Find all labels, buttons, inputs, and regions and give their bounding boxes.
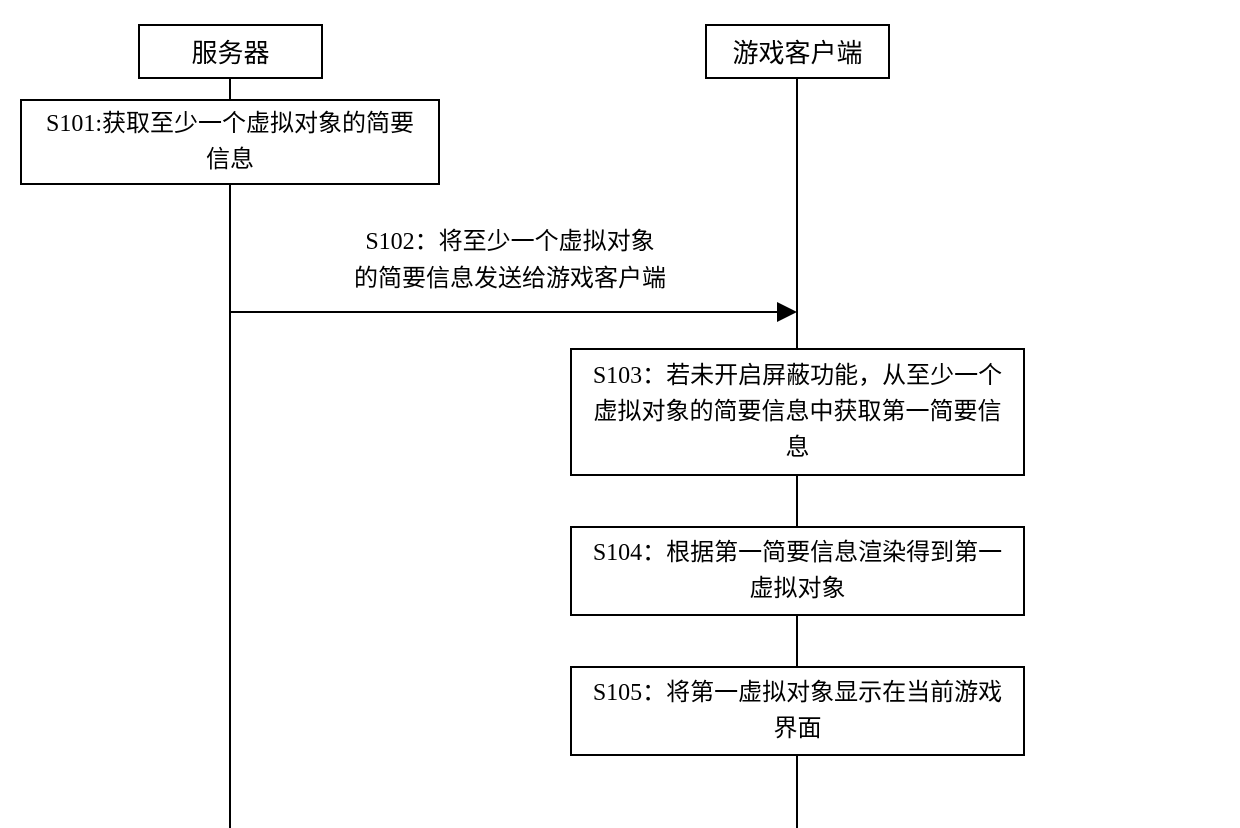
step-s101-box: S101:获取至少一个虚拟对象的简要信息 [20,99,440,185]
step-s104-box: S104：根据第一简要信息渲染得到第一虚拟对象 [570,526,1025,616]
server-lifeline-1 [229,79,231,99]
step-s105-label: S105：将第一虚拟对象显示在当前游戏界面 [587,675,1008,747]
participant-server-header: 服务器 [138,24,323,79]
client-lifeline-3 [796,616,798,666]
message-s102-text: S102：将至少一个虚拟对象 的简要信息发送给游戏客户端 [310,224,710,298]
step-s103-label: S103：若未开启屏蔽功能，从至少一个虚拟对象的简要信息中获取第一简要信息 [587,358,1008,466]
step-s103-box: S103：若未开启屏蔽功能，从至少一个虚拟对象的简要信息中获取第一简要信息 [570,348,1025,476]
step-s101-label: S101:获取至少一个虚拟对象的简要信息 [37,106,423,178]
participant-client-header: 游戏客户端 [705,24,890,79]
participant-server-label: 服务器 [191,33,269,70]
message-s102-line2: 的简要信息发送给游戏客户端 [310,261,710,298]
message-s102-line1: S102：将至少一个虚拟对象 [310,224,710,261]
step-s104-label: S104：根据第一简要信息渲染得到第一虚拟对象 [587,535,1008,607]
server-lifeline-2 [229,185,231,828]
client-lifeline-2 [796,476,798,526]
message-s102-arrowhead [777,302,797,322]
client-lifeline-4 [796,756,798,828]
participant-client-label: 游戏客户端 [732,33,862,70]
step-s105-box: S105：将第一虚拟对象显示在当前游戏界面 [570,666,1025,756]
message-s102-arrow-line [231,311,783,313]
sequence-diagram: 服务器 游戏客户端 S101:获取至少一个虚拟对象的简要信息 S102：将至少一… [0,0,1240,828]
